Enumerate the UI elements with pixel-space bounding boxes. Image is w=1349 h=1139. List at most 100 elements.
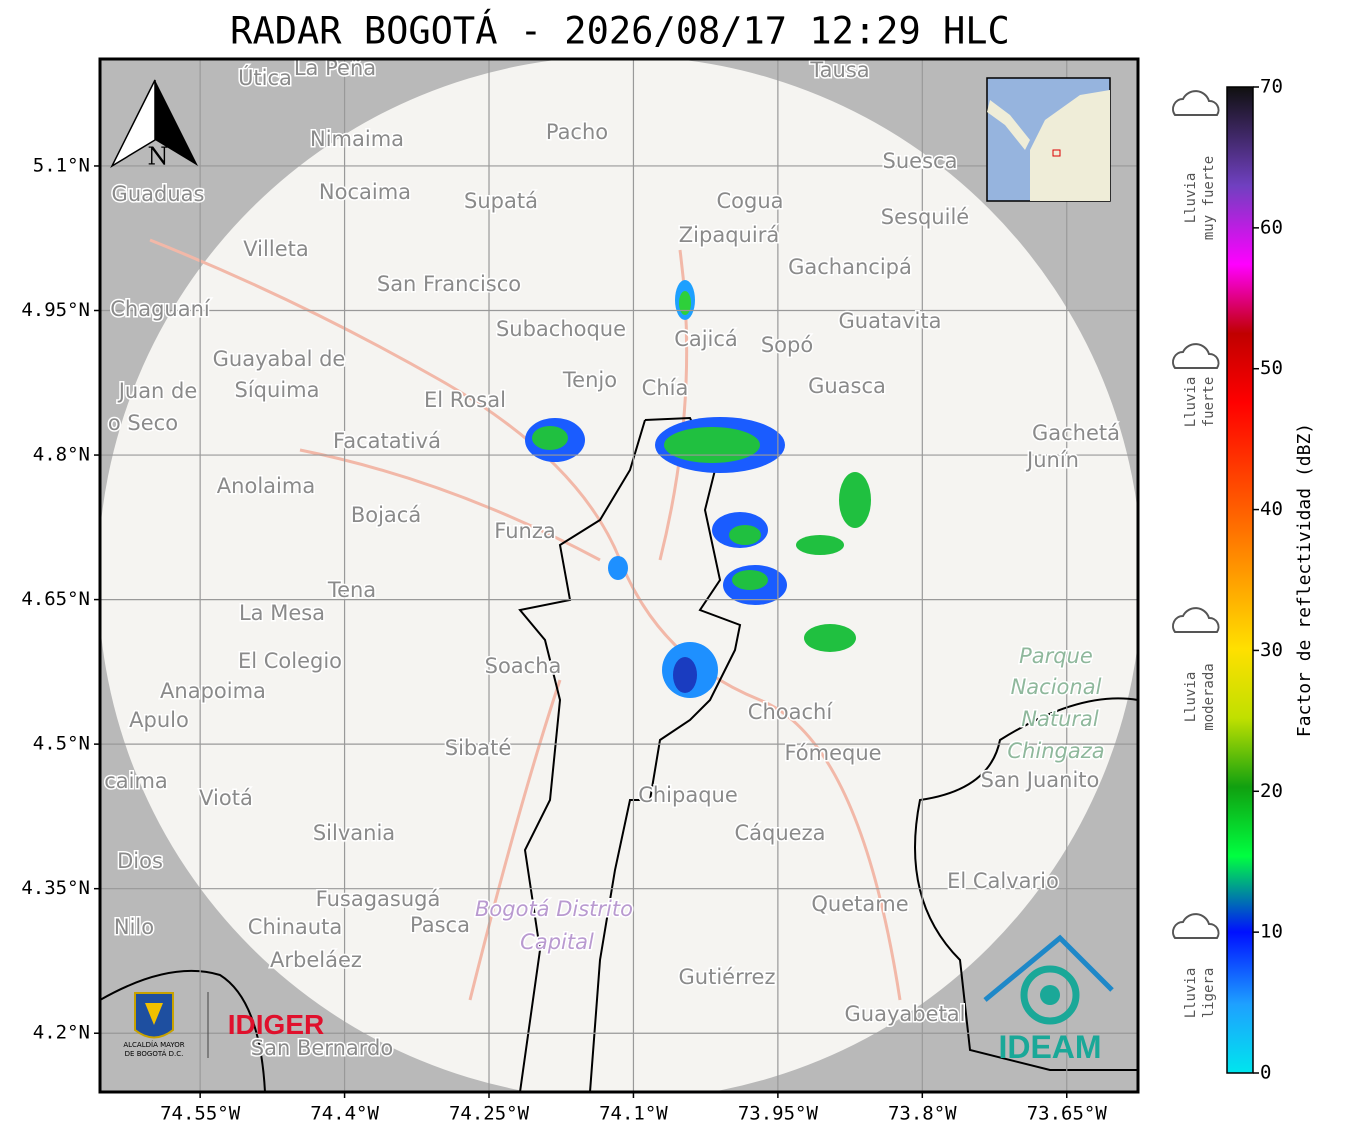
place-label: o Seco (108, 411, 178, 435)
park-label: Chingaza (1007, 739, 1104, 763)
y-tick-label: 4.35°N (21, 877, 90, 899)
place-label: caima (104, 769, 168, 793)
place-label: Sopó (761, 333, 813, 357)
rain-icon (1172, 607, 1220, 633)
place-label: Nocaima (319, 180, 411, 204)
place-label: Apulo (129, 708, 189, 732)
place-label: Supatá (464, 189, 538, 213)
alcaldia-line: DE BOGOTÁ D.C. (125, 1049, 184, 1058)
place-label: Choachí (748, 700, 834, 724)
place-label: Dios (117, 849, 163, 873)
title: RADAR BOGOTÁ - 2026/08/17 12:29 HLC (230, 9, 1010, 53)
park-label: Natural (1021, 707, 1099, 731)
place-label: Juan de (117, 379, 198, 403)
colorbar-tick-label: 0 (1260, 1062, 1271, 1084)
ideam-logo: IDEAM (998, 1029, 1101, 1065)
place-label: San Bernardo (251, 1036, 393, 1060)
place-label: Cogua (716, 189, 783, 213)
y-tick-label: 4.8°N (33, 444, 90, 466)
place-label: Funza (494, 519, 555, 543)
places: Útica La Peña Tausa Pacho Nimaima Guaduas Noca… (103, 56, 1122, 1062)
place-label: Anapoima (160, 679, 266, 703)
idiger-logo: IDIGER (228, 1009, 324, 1040)
rain-label: ligera (1201, 968, 1217, 1019)
y-tick-label: 4.2°N (33, 1022, 90, 1044)
place-label: Tausa (809, 58, 869, 82)
place-label: Guayabetal (845, 1002, 966, 1026)
y-tick-label: 4.5°N (33, 733, 90, 755)
place-label: Soacha (485, 654, 562, 678)
rain-label: muy fuerte (1201, 156, 1217, 240)
y-tick-label: 4.65°N (21, 588, 90, 610)
place-label: Fusagasugá (316, 887, 441, 911)
place-label: Chipaque (638, 783, 738, 807)
x-tick-label: 73.65°W (1027, 1103, 1108, 1125)
place-label: El Colegio (238, 649, 342, 673)
rain-icon (1172, 90, 1220, 116)
place-label: Pasca (410, 913, 470, 937)
colorbar-tick-label: 70 (1260, 76, 1283, 98)
place-label: El Calvario (947, 869, 1059, 893)
place-label: Chinauta (248, 915, 342, 939)
place-label: Chaguaní (110, 297, 211, 321)
place-label: Sesquilé (881, 205, 969, 229)
place-label: Arbeláez (270, 948, 362, 972)
colorbar-tick-label: 10 (1260, 921, 1283, 943)
colorbar-tick-label: 30 (1260, 639, 1283, 661)
place-label: Tena (327, 578, 376, 602)
place-label: La Mesa (239, 601, 325, 625)
rain-label: Lluvia (1183, 968, 1199, 1019)
inset-map (986, 77, 1111, 202)
x-tick-label: 74.55°W (160, 1103, 241, 1125)
place-label: Guaduas (112, 182, 205, 206)
place-label: Nilo (114, 915, 154, 939)
place-label: Nimaima (310, 127, 404, 151)
colorbar-tick-label: 50 (1260, 357, 1283, 379)
colorbar-label: Factor de reflectividad (dBZ) (1294, 423, 1315, 737)
grid (100, 59, 1138, 1092)
park-label: Parque (1019, 644, 1093, 668)
map-frame (98, 57, 1140, 1094)
place-label: Guayabal de (213, 347, 346, 371)
place-label: Gachancipá (788, 255, 912, 279)
place-label: Villeta (243, 237, 308, 261)
district-label: Capital (520, 930, 594, 954)
place-label: Pacho (546, 120, 608, 144)
place-label: Guasca (808, 374, 886, 398)
place-label: Cáqueza (735, 821, 826, 845)
district-label: Bogotá Distrito (475, 897, 633, 921)
place-label: Anolaima (217, 474, 315, 498)
place-label: El Rosal (424, 388, 506, 412)
place-label: Síquima (235, 378, 320, 402)
place-label: Cajicá (674, 327, 738, 351)
place-label: Viotá (199, 786, 253, 810)
place-label: San Juanito (981, 768, 1100, 792)
rain-icon (1172, 343, 1220, 369)
rain-label: Lluvia (1183, 672, 1199, 723)
rain-label: Lluvia (1183, 173, 1199, 224)
axes: 74.55°W 74.4°W 74.25°W 74.1°W 73.95°W 73.8°W 7… (21, 154, 1107, 1124)
place-label: Quetame (811, 892, 908, 916)
colorbar-tick-label: 40 (1260, 498, 1283, 520)
x-tick-label: 73.8°W (888, 1103, 957, 1125)
park-label: Nacional (1011, 675, 1102, 699)
place-label: Gachetá (1032, 421, 1120, 445)
place-label: Útica (238, 65, 292, 90)
x-tick-label: 74.25°W (449, 1103, 530, 1125)
place-label: Subachoque (496, 317, 626, 341)
place-label: Junín (1025, 448, 1079, 472)
x-tick-label: 74.1°W (599, 1103, 668, 1125)
place-label: Guatavita (839, 309, 942, 333)
place-label: Suesca (883, 149, 958, 173)
colorbar-tick-label: 60 (1260, 216, 1283, 238)
place-label: Chía (642, 376, 689, 400)
place-label: Fómeque (784, 741, 881, 765)
place-label: La Peña (294, 56, 376, 80)
place-label: Silvania (313, 821, 395, 845)
rain-label: Lluvia (1183, 377, 1199, 428)
x-tick-label: 74.4°W (310, 1103, 379, 1125)
colorbar (1226, 86, 1254, 1074)
y-tick-label: 5.1°N (33, 154, 90, 176)
